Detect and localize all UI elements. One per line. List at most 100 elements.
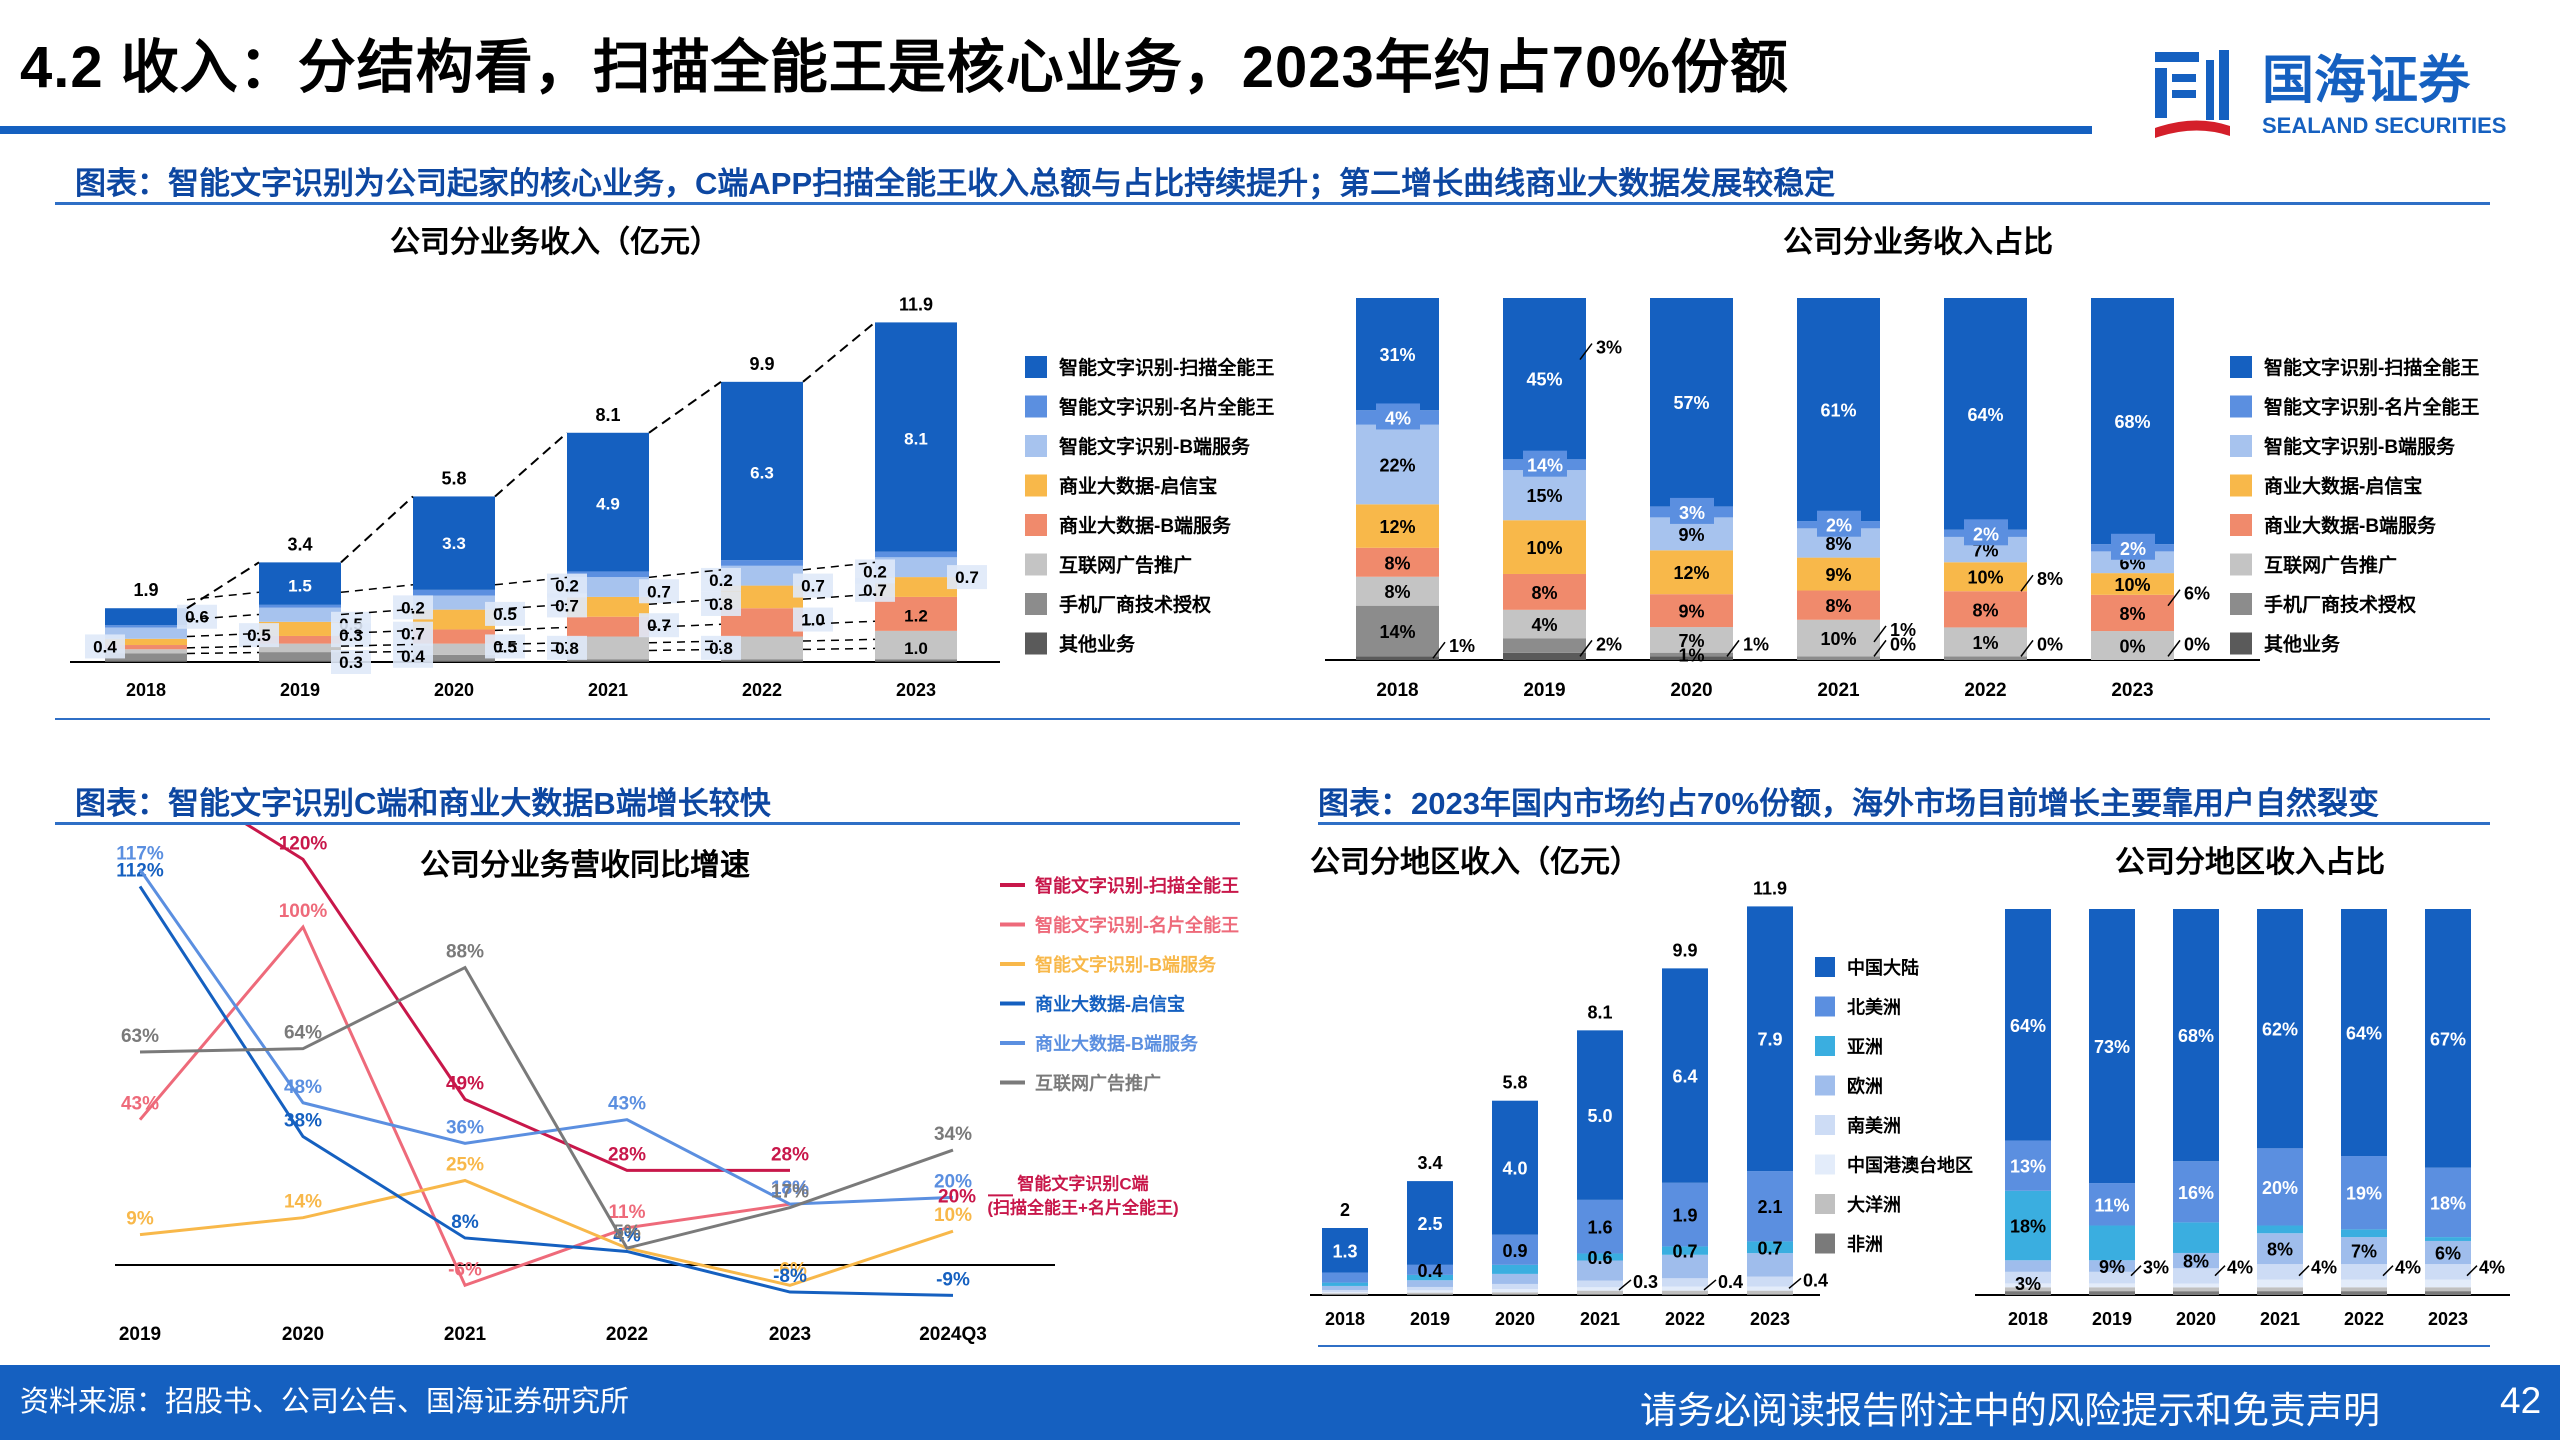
data-label: 34% xyxy=(934,1124,972,1145)
bar-segment xyxy=(1407,1264,1453,1275)
legend-swatch xyxy=(2230,395,2252,418)
data-label: 1% xyxy=(1678,646,1704,666)
data-label: 28% xyxy=(771,1144,809,1165)
bar-segment xyxy=(1662,1278,1708,1287)
data-label: 0.2 xyxy=(555,577,579,596)
bar-segment xyxy=(259,607,341,622)
legend-swatch xyxy=(2230,553,2252,576)
tick-label: 2019 xyxy=(280,680,320,700)
bar-segment xyxy=(413,595,495,610)
side-label: 0.4 xyxy=(1718,1272,1743,1292)
data-label: 6.3 xyxy=(750,463,774,482)
bar-segment xyxy=(105,660,187,662)
tick-label: 2019 xyxy=(119,1324,161,1345)
data-label: 10% xyxy=(1967,568,2003,588)
data-label: 120% xyxy=(279,833,328,854)
bar-segment xyxy=(1577,1253,1623,1261)
side-label: 1% xyxy=(1890,620,1916,640)
chart-title: 公司分地区收入占比 xyxy=(2115,846,2385,879)
bar-segment xyxy=(413,654,495,661)
connector-line xyxy=(340,643,414,647)
bar-segment xyxy=(2089,1260,2135,1272)
bar-segment xyxy=(875,577,957,597)
bar-segment xyxy=(2005,1190,2051,1261)
legend-swatch xyxy=(1025,395,1047,418)
bar-segment xyxy=(1577,1293,1623,1295)
bar-segment xyxy=(1356,656,1439,660)
data-label: 43% xyxy=(121,1094,159,1115)
data-label: 0.2 xyxy=(401,598,425,617)
data-label: 14% xyxy=(1379,622,1415,642)
series-line xyxy=(138,868,954,1206)
data-label-bg xyxy=(1964,519,2008,546)
connector-line xyxy=(494,649,568,653)
data-label: 0.7 xyxy=(647,616,671,635)
leader-line xyxy=(2382,1265,2394,1277)
title-rule xyxy=(0,126,2092,134)
chart-title: 公司分地区收入（亿元） xyxy=(1310,845,1640,879)
section-title-top: 图表：智能文字识别为公司起家的核心业务，C端APP扫描全能王收入总额与占比持续提… xyxy=(75,166,1836,201)
legend-label: 智能文字识别-扫描全能王 xyxy=(1035,875,1239,896)
legend-label: 商业大数据-启信宝 xyxy=(1059,475,1217,498)
data-label-bg xyxy=(701,591,741,616)
data-label: 18% xyxy=(2010,1217,2046,1237)
data-label: 8% xyxy=(1972,600,1998,620)
leader-line xyxy=(2167,589,2181,607)
section-rule xyxy=(1318,1345,2490,1347)
bar-segment xyxy=(875,596,957,631)
chart-title: 公司分业务营收同比增速 xyxy=(420,849,750,882)
data-label: 88% xyxy=(446,942,484,963)
data-label: 100% xyxy=(279,901,328,922)
bar-segment xyxy=(259,635,341,644)
data-label: 0.9 xyxy=(1502,1241,1527,1261)
data-label: 16% xyxy=(2178,1183,2214,1203)
data-label: 17% xyxy=(771,1182,809,1203)
connector-line xyxy=(648,648,722,652)
data-label: 67% xyxy=(2430,1029,2466,1049)
bar-segment xyxy=(1492,1234,1538,1265)
bar-segment xyxy=(1356,576,1439,606)
bar-segment xyxy=(2425,1287,2471,1292)
data-label: 0.6 xyxy=(185,608,209,627)
legend-label: 互联网广告推广 xyxy=(2264,554,2397,577)
connector-line xyxy=(186,591,260,601)
legend-label: 智能文字识别-名片全能王 xyxy=(2264,396,2479,419)
bar-segment xyxy=(1944,591,2027,628)
legend-label: 智能文字识别-名片全能王 xyxy=(1035,915,1239,936)
data-label: 8% xyxy=(1825,596,1851,616)
total-label: 3.4 xyxy=(287,534,312,554)
bar-segment xyxy=(1650,594,1733,628)
legend-swatch xyxy=(1815,1194,1835,1214)
side-label: 6% xyxy=(2184,584,2210,604)
data-label: 4% xyxy=(1385,408,1411,428)
bar-segment xyxy=(1662,1254,1708,1279)
connector-line xyxy=(340,650,414,654)
data-label: 64% xyxy=(2346,1024,2382,1044)
data-label: 11% xyxy=(609,1202,646,1223)
bar-segment xyxy=(875,551,957,558)
bar-segment xyxy=(2257,1148,2303,1226)
data-label: 8% xyxy=(451,1212,479,1233)
bar-segment xyxy=(2425,1167,2471,1238)
connector-line xyxy=(802,638,876,642)
data-label-bg xyxy=(1817,510,1861,537)
bar-segment xyxy=(2089,909,2135,1184)
bar-segment xyxy=(1492,1100,1538,1235)
side-label: 2% xyxy=(1596,634,1622,654)
bar-segment xyxy=(1503,573,1586,610)
leader-line xyxy=(1726,639,1740,657)
data-label: 4.9 xyxy=(596,495,620,514)
bar-segment xyxy=(721,585,803,609)
legend-label: 北美洲 xyxy=(1847,997,1901,1018)
bar-segment xyxy=(2257,1225,2303,1234)
bar-segment xyxy=(1747,1293,1793,1295)
connector-line xyxy=(648,623,722,629)
side-label: 0% xyxy=(2184,634,2210,654)
bar-segment xyxy=(413,643,495,655)
connector-line xyxy=(802,561,876,571)
data-label: 2% xyxy=(1973,524,1999,544)
bar-segment xyxy=(1577,1199,1623,1254)
tick-label: 2020 xyxy=(1495,1309,1535,1329)
chart-biz-revenue: 公司分业务收入（亿元） 1.9 2018 0.4 0.6 3.4 2019 0.5 0.5 0.3… xyxy=(70,225,1274,700)
total-label: 5.8 xyxy=(1502,1073,1527,1093)
